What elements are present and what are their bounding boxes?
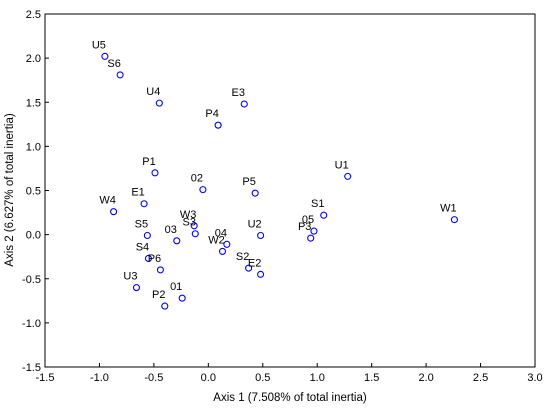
x-tick-label: -1.5	[36, 372, 55, 384]
x-tick-label: 3.0	[527, 372, 542, 384]
data-point-marker	[245, 264, 253, 272]
data-point-label: 04	[215, 227, 227, 239]
data-point-label: S4	[136, 241, 149, 253]
data-point-marker	[140, 200, 148, 208]
data-point-label: P5	[242, 176, 255, 188]
data-point-marker	[101, 52, 109, 60]
data-point-marker	[132, 284, 141, 292]
data-point-label: S3	[183, 217, 196, 229]
data-point-label: 02	[191, 173, 203, 185]
data-point-marker	[251, 189, 259, 197]
x-tick-label: 1.0	[310, 372, 325, 384]
data-point-marker	[344, 172, 352, 180]
data-point-marker	[190, 222, 198, 230]
x-tick-label: 2.0	[418, 372, 433, 384]
data-point-label: U1	[335, 159, 349, 171]
data-point-marker	[214, 121, 222, 129]
data-point-marker	[218, 247, 227, 255]
data-point-marker	[178, 294, 186, 302]
data-point-marker	[240, 100, 248, 108]
x-tick-label: 0.5	[255, 372, 270, 384]
data-point-marker	[161, 302, 169, 310]
y-tick-label: -1.0	[22, 318, 41, 330]
data-point-label: 05	[302, 214, 314, 226]
data-point-marker	[257, 231, 265, 240]
data-point-marker	[156, 266, 164, 274]
y-tick-label: -0.5	[22, 274, 41, 286]
data-point-label: W2	[208, 234, 225, 246]
x-axis-title: Axis 1 (7.508% of total inertia)	[213, 392, 367, 404]
data-point-label: U4	[146, 86, 160, 98]
data-point-label: E3	[232, 87, 245, 99]
data-point-label: S2	[236, 251, 249, 263]
data-point-label: W1	[440, 203, 457, 215]
data-point-marker	[223, 240, 231, 248]
data-point-label: S1	[311, 198, 324, 210]
data-point-marker	[110, 208, 118, 216]
y-axis-title: Axis 2 (6.627% of total inertia)	[4, 113, 16, 267]
data-point-marker	[144, 254, 152, 263]
data-point-marker	[151, 169, 159, 177]
y-tick-label: -1.5	[22, 362, 41, 374]
data-point-marker	[257, 270, 265, 278]
data-point-label: E2	[248, 257, 261, 269]
x-tick-label: 0.0	[201, 372, 216, 384]
data-point-label: 01	[170, 281, 182, 293]
y-tick-label: 2.0	[26, 53, 41, 65]
data-point-label: P3	[298, 221, 311, 233]
data-point-marker	[199, 186, 207, 194]
data-point-label: P1	[142, 156, 155, 168]
data-point-label: U5	[92, 39, 106, 51]
data-point-label: U2	[248, 219, 262, 231]
data-point-marker	[116, 71, 124, 79]
x-axis: -1.5 -1.0 -0.5 0.0 0.5 1.0 1.5 2.0 2.5 3.0	[36, 363, 543, 384]
data-point-marker	[310, 227, 318, 235]
x-tick-label: -1.0	[90, 372, 109, 384]
y-tick-label: 0.5	[26, 186, 41, 198]
data-point-marker	[191, 230, 199, 238]
data-point-label: W4	[99, 195, 116, 207]
y-tick-label: 0.0	[26, 230, 41, 242]
data-point-label: S6	[107, 58, 120, 70]
data-point-marker	[320, 211, 328, 219]
y-axis: -1.5 -1.0 -0.5 0.0 0.5 1.0 1.5 2.0 2.5	[22, 9, 49, 374]
data-point-marker	[307, 234, 315, 242]
data-point-marker	[173, 237, 181, 245]
y-tick-label: 2.5	[26, 9, 41, 21]
x-tick-label: 1.5	[364, 372, 379, 384]
x-tick-label: -0.5	[144, 372, 163, 384]
data-point-label: P4	[205, 108, 218, 120]
x-tick-label: 2.5	[473, 372, 488, 384]
data-point-label: U3	[123, 271, 137, 283]
data-point-label: P6	[148, 253, 161, 265]
y-tick-label: 1.0	[26, 141, 41, 153]
data-point-marker	[155, 99, 163, 107]
data-point-marker	[450, 216, 458, 224]
data-point-label: S5	[135, 219, 148, 231]
data-point-label: P2	[152, 289, 165, 301]
data-point-marker	[143, 231, 151, 240]
y-tick-label: 1.5	[26, 97, 41, 109]
data-point-label: W3	[180, 209, 197, 221]
data-point-label: 03	[165, 224, 177, 236]
data-point-label: E1	[131, 187, 144, 199]
